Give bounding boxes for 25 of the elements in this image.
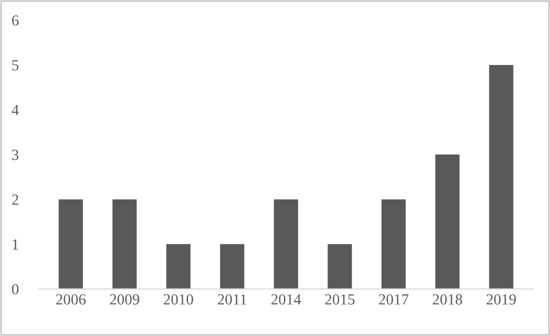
y-tick-label: 6 xyxy=(12,15,19,26)
bar xyxy=(166,244,190,289)
x-tick-label: 2015 xyxy=(325,294,354,305)
bar xyxy=(328,244,352,289)
y-tick-label: 3 xyxy=(12,150,18,160)
y-tick-label: 2 xyxy=(12,194,18,205)
bar xyxy=(274,199,298,289)
x-tick-label: 2009 xyxy=(110,294,140,305)
x-tick-label: 2014 xyxy=(271,294,302,305)
bar xyxy=(489,64,514,289)
bar xyxy=(435,154,460,289)
y-tick-label: 0 xyxy=(12,284,18,294)
bar xyxy=(112,199,137,289)
bar xyxy=(382,199,406,289)
bar xyxy=(220,244,244,289)
x-tick-label: 2018 xyxy=(432,294,462,305)
x-tick-label: 2019 xyxy=(486,294,516,305)
y-tick-label: 1 xyxy=(12,239,18,250)
y-tick-label: 4 xyxy=(12,105,19,116)
x-tick-label: 2006 xyxy=(56,294,86,305)
x-tick-label: 2017 xyxy=(379,294,408,305)
y-tick-label: 5 xyxy=(12,60,18,70)
x-tick-label: 2010 xyxy=(164,294,194,305)
bar xyxy=(58,199,83,289)
x-tick-label: 2011 xyxy=(218,294,246,305)
